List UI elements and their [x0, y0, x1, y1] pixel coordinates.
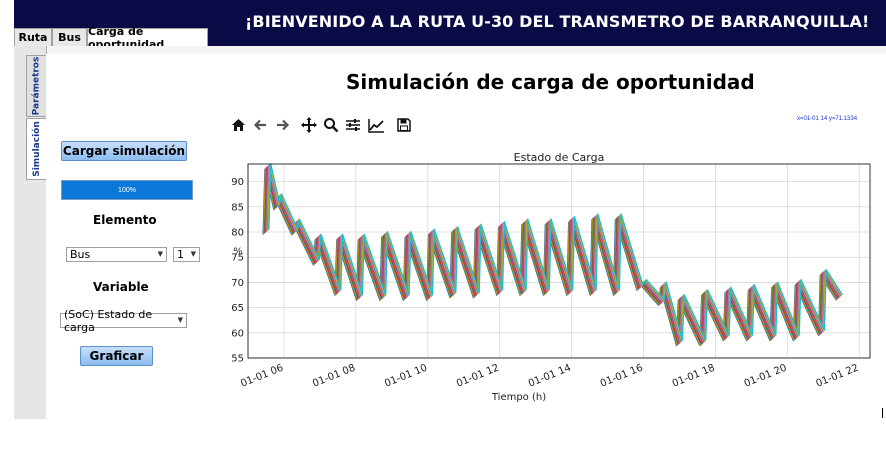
- configure-subplots-icon[interactable]: [344, 116, 362, 134]
- side-tab-simulacion-label: Simulación: [31, 121, 42, 177]
- variable-label: Variable: [93, 280, 149, 294]
- tab-carga-de-oportunidad[interactable]: Carga de oportunidad: [87, 25, 208, 51]
- x-tick-label: 01-01 12: [455, 363, 501, 390]
- x-tick-label: 01-01 14: [527, 363, 573, 390]
- side-tab-parametros[interactable]: Parámetros: [26, 55, 46, 117]
- y-tick-label: 60: [231, 328, 244, 339]
- tab-bus[interactable]: Bus: [52, 28, 87, 46]
- element-label: Elemento: [93, 213, 157, 227]
- load-simulation-button[interactable]: Cargar simulación: [61, 141, 187, 161]
- y-tick-label: 75: [231, 253, 244, 264]
- x-axis-label: Tiempo (h): [491, 392, 546, 403]
- cursor-coordinates: x=01-01 14 y=71.1334: [797, 116, 858, 122]
- tab-ruta[interactable]: Ruta: [14, 28, 52, 46]
- x-tick-label: 01-01 10: [383, 363, 429, 390]
- x-tick-label: 01-01 18: [671, 363, 717, 390]
- soc-series-line: [267, 163, 843, 342]
- edit-axes-icon[interactable]: [367, 116, 385, 134]
- scroll-edge-marker: [882, 408, 883, 418]
- chevron-down-icon: ▼: [177, 316, 183, 324]
- side-tab-simulacion[interactable]: Simulación: [26, 118, 46, 180]
- y-tick-label: 55: [231, 354, 244, 365]
- side-tab-parametros-label: Parámetros: [31, 56, 42, 116]
- element-select[interactable]: Bus ▼: [66, 247, 167, 262]
- element-number-select[interactable]: 1 ▼: [173, 247, 200, 262]
- variable-select-value: (SoC) Estado de carga: [64, 307, 153, 334]
- progress-bar: 100%: [61, 180, 193, 200]
- page-title: Simulación de carga de oportunidad: [346, 70, 755, 94]
- welcome-banner: ¡BIENVENIDO A LA RUTA U-30 DEL TRANSMETR…: [245, 12, 870, 31]
- back-arrow-icon[interactable]: [251, 116, 269, 134]
- element-number-value: 1: [177, 248, 184, 261]
- variable-select[interactable]: (SoC) Estado de carga ▼: [60, 308, 187, 334]
- zoom-icon[interactable]: [322, 116, 340, 134]
- y-tick-label: 80: [231, 228, 244, 239]
- chevron-down-icon: ▼: [190, 250, 196, 258]
- x-tick-label: 01-01 08: [311, 363, 357, 390]
- y-tick-label: 70: [231, 278, 244, 289]
- soc-series-line: [264, 166, 840, 345]
- soc-chart[interactable]: Estado de Carga Tiempo (h) % 55 60 65 70 75 8…: [226, 148, 876, 408]
- pan-icon[interactable]: [300, 116, 318, 134]
- soc-series-line: [268, 163, 843, 341]
- forward-arrow-icon[interactable]: [273, 116, 291, 134]
- home-icon[interactable]: [229, 116, 247, 134]
- x-tick-label: 01-01 06: [239, 363, 285, 390]
- soc-series-line: [265, 165, 841, 344]
- x-tick-label: 01-01 16: [599, 363, 645, 390]
- plot-area-frame: [247, 163, 871, 359]
- y-tick-label: 65: [231, 303, 244, 314]
- plot-button[interactable]: Graficar: [80, 346, 153, 366]
- soc-series-line: [263, 167, 838, 346]
- chart-title: Estado de Carga: [514, 151, 605, 164]
- y-tick-label: 85: [231, 202, 244, 213]
- chevron-down-icon: ▼: [157, 250, 163, 258]
- save-icon[interactable]: [395, 116, 413, 134]
- y-axis-label: %: [233, 247, 243, 258]
- progress-text: 100%: [118, 186, 136, 194]
- y-tick-label: 90: [231, 177, 244, 188]
- progress-fill: [62, 181, 192, 199]
- x-tick-label: 01-01 20: [743, 363, 789, 390]
- element-select-value: Bus: [70, 248, 91, 261]
- x-tick-label: 01-01 22: [815, 363, 861, 390]
